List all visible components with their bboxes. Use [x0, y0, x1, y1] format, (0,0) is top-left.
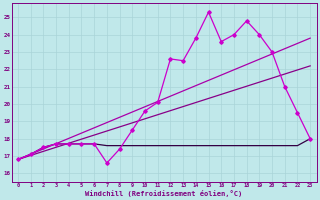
X-axis label: Windchill (Refroidissement éolien,°C): Windchill (Refroidissement éolien,°C): [85, 190, 243, 197]
